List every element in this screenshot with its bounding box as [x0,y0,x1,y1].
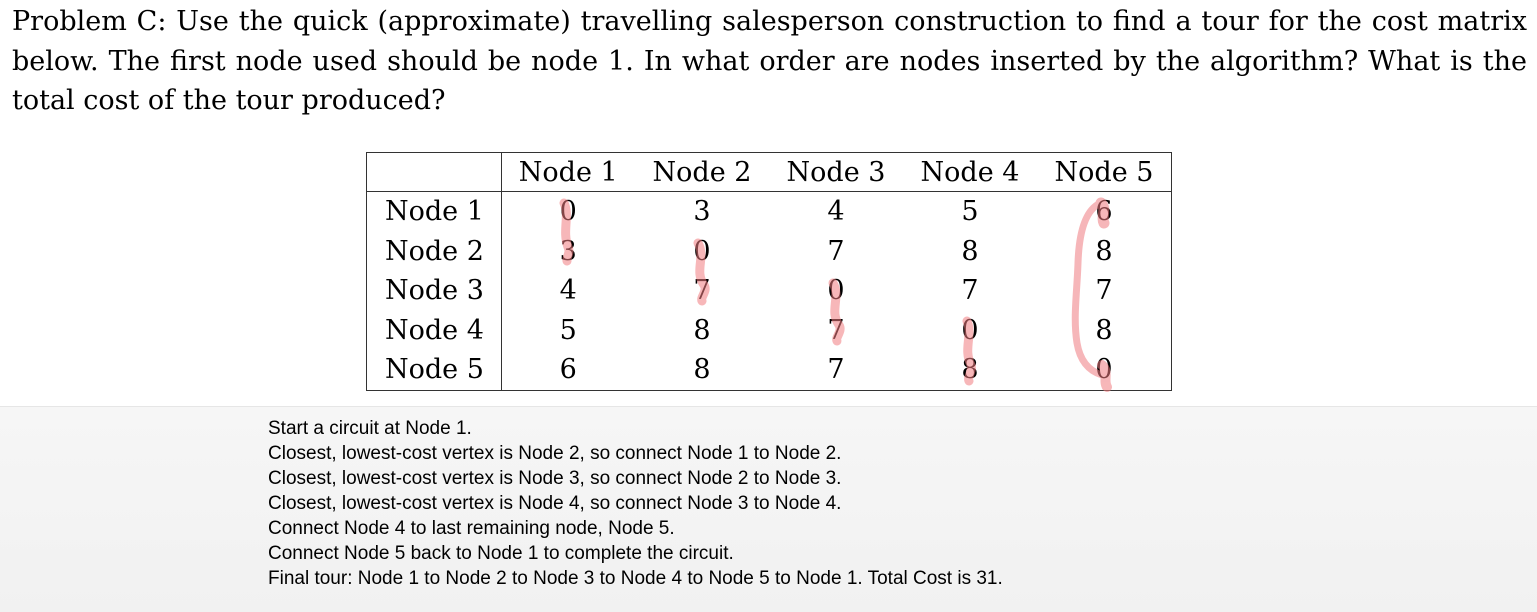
cost-cell: 6 [559,354,577,386]
cost-cell: 0 [693,235,711,267]
header-row: Node 1 Node 2 Node 3 Node 4 Node 5 [367,153,1171,192]
row-header: Node 2 [367,231,502,271]
solution-line: Final tour: Node 1 to Node 2 to Node 3 t… [268,568,1003,589]
cost-cell: 7 [827,235,845,267]
cost-matrix: Node 1 Node 2 Node 3 Node 4 Node 5 Node … [366,152,1172,392]
row-header: Node 5 [367,350,502,390]
cost-cell: 8 [1095,314,1113,346]
cost-cell: 8 [1095,235,1113,267]
cost-cell: 7 [693,275,711,307]
cost-cell: 4 [827,196,845,228]
cost-cell: 8 [693,354,711,386]
solution-text: Start a circuit at Node 1. Closest, lowe… [268,416,1268,591]
cost-cell: 7 [827,314,845,346]
row-header: Node 4 [367,310,502,350]
cost-cell: 8 [961,354,979,386]
cost-cell: 0 [961,314,979,346]
cost-cell: 4 [559,275,577,307]
column-header: Node 2 [635,153,769,192]
solution-line: Connect Node 5 back to Node 1 to complet… [268,543,734,564]
cost-cell: 7 [961,275,979,307]
cost-cell: 7 [1095,275,1113,307]
table-row: Node 1 0 3 4 5 6 [367,191,1171,232]
cost-cell: 6 [1095,196,1113,228]
cost-cell: 0 [827,275,845,307]
solution-line: Start a circuit at Node 1. [268,418,472,439]
solution-line: Connect Node 4 to last remaining node, N… [268,518,675,539]
column-header: Node 5 [1037,153,1171,192]
solution-line: Closest, lowest-cost vertex is Node 3, s… [268,468,842,489]
table-row: Node 2 3 0 7 8 8 [367,231,1171,271]
row-header: Node 3 [367,271,502,311]
table-row: Node 3 4 7 0 7 7 [367,271,1171,311]
column-header: Node 1 [501,153,635,192]
corner-cell [367,153,502,192]
problem-statement: Problem C: Use the quick (approximate) t… [12,6,1527,116]
cost-cell: 0 [1095,354,1113,386]
column-header: Node 4 [903,153,1037,192]
column-header: Node 3 [769,153,903,192]
cost-cell: 7 [827,354,845,386]
cost-matrix-table: Node 1 Node 2 Node 3 Node 4 Node 5 Node … [366,152,1172,391]
cost-cell: 3 [559,235,577,267]
row-header: Node 1 [367,191,502,232]
solution-line: Closest, lowest-cost vertex is Node 4, s… [268,493,842,514]
solution-panel [0,406,1537,612]
table-row: Node 5 6 8 7 8 0 [367,350,1171,390]
solution-line: Closest, lowest-cost vertex is Node 2, s… [268,443,842,464]
cost-cell: 0 [559,196,577,228]
table-row: Node 4 5 8 7 0 8 [367,310,1171,350]
cost-cell: 5 [559,314,577,346]
cost-cell: 8 [961,235,979,267]
cost-cell: 3 [693,196,711,228]
cost-cell: 5 [961,196,979,228]
cost-cell: 8 [693,314,711,346]
